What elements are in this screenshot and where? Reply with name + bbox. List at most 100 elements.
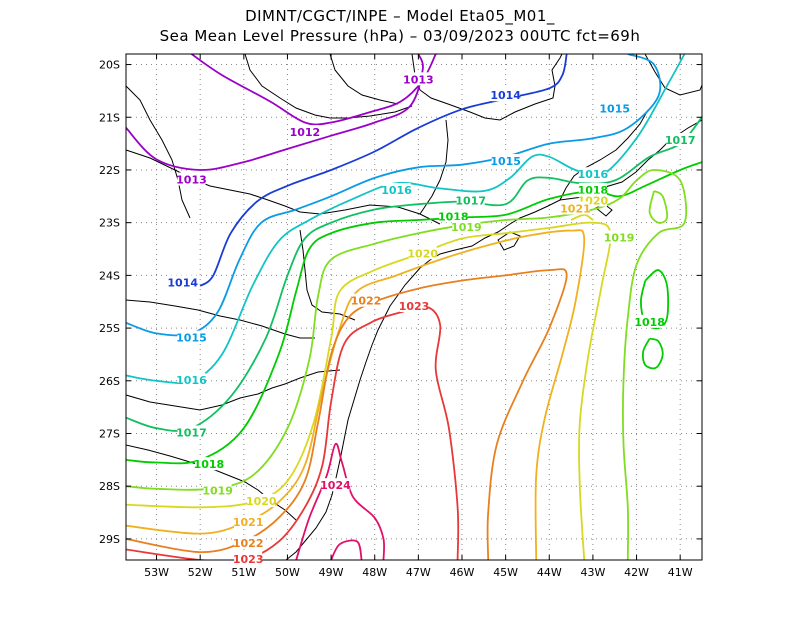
axis-ticks: [126, 54, 702, 560]
isobar-label-1017: 1017: [665, 134, 696, 147]
isobar-label-1016: 1016: [176, 374, 207, 387]
isobar-1018: [126, 161, 702, 465]
state-border-7: [126, 85, 191, 219]
isobar-label-background: [234, 515, 263, 529]
isobar-label-1014: 1014: [490, 89, 521, 102]
isobar-label-1015: 1015: [599, 102, 630, 115]
isobar-1024: [295, 442, 386, 560]
isobar-label-background: [635, 314, 664, 328]
map-title-line-2: Sea Mean Level Pressure (hPa) – 03/09/20…: [159, 27, 641, 45]
isobar-label-background: [400, 299, 428, 312]
lat-tick-label: 20S: [99, 59, 120, 72]
isobar-label-background: [491, 88, 520, 102]
isobar-label-background: [408, 246, 437, 260]
isobar-label-background: [247, 494, 276, 508]
lon-tick-label: 47W: [406, 566, 431, 579]
isobar-label-1022: 1022: [233, 537, 264, 550]
lat-tick-label: 25S: [99, 322, 120, 335]
lat-tick-label: 23S: [99, 217, 120, 230]
isobar-label-background: [578, 167, 607, 181]
isobar-label-1016: 1016: [578, 168, 609, 181]
isobar-label-background: [605, 230, 634, 244]
lon-tick-label: 53W: [144, 566, 169, 579]
isobar-label-background: [600, 101, 629, 115]
isobar-1020: [126, 221, 612, 560]
lon-tick-label: 50W: [275, 566, 300, 579]
isobar-label-1015: 1015: [176, 332, 207, 345]
isobar-label-background: [491, 154, 520, 168]
isobar-label-1015: 1015: [490, 155, 521, 168]
isobar-1024: [330, 539, 363, 560]
isobar-label-background: [578, 183, 607, 197]
state-border-2: [126, 369, 341, 411]
isobar-label-1023: 1023: [233, 553, 264, 566]
lat-tick-label: 28S: [99, 480, 120, 493]
isobar-label-background: [382, 183, 411, 197]
lon-tick-label: 51W: [231, 566, 256, 579]
isobar-label-background: [456, 193, 485, 207]
lon-tick-label: 41W: [668, 566, 693, 579]
isobar-label-1016: 1016: [381, 184, 412, 197]
isobar-1022: [126, 268, 568, 560]
isobar-label-background: [177, 330, 206, 344]
isobar-label-background: [452, 219, 481, 233]
isobar-label-1020: 1020: [407, 247, 438, 260]
isobar-label-background: [203, 483, 232, 497]
isobar-label-1017: 1017: [455, 195, 486, 208]
isobar-label-1018: 1018: [634, 316, 665, 329]
isobar-1018: [641, 337, 664, 370]
isobar-label-1021: 1021: [560, 202, 591, 215]
isobar-contours: [126, 54, 702, 560]
isobar-label-1021: 1021: [233, 516, 264, 529]
isobar-label-background: [561, 201, 590, 215]
isobar-1013: [126, 54, 424, 171]
isobar-1020: [570, 213, 594, 221]
coastline-rio-es: [644, 54, 702, 96]
isobar-label-background: [177, 425, 206, 439]
isobar-label-1013: 1013: [176, 174, 207, 187]
isobar-label-1018: 1018: [194, 458, 225, 471]
lat-tick-label: 21S: [99, 111, 120, 124]
lat-tick-label: 27S: [99, 428, 120, 441]
isobar-label-background: [177, 372, 206, 386]
isobar-label-background: [321, 478, 350, 492]
state-border-10: [126, 299, 315, 339]
isobar-1012: [190, 54, 437, 126]
lon-tick-label: 46W: [450, 566, 475, 579]
lon-tick-label: 42W: [624, 566, 649, 579]
isobar-label-background: [404, 72, 433, 86]
lon-tick-label: 44W: [537, 566, 562, 579]
state-border-5: [244, 54, 413, 119]
isobar-1015: [126, 54, 662, 337]
lon-tick-label: 49W: [319, 566, 344, 579]
isobar-label-background: [352, 293, 380, 307]
isobar-label-background: [666, 132, 695, 146]
isobar-label-background: [177, 172, 206, 186]
isobar-label-background: [234, 536, 263, 550]
isobar-label-background: [234, 552, 263, 565]
isobar-label-1013: 1013: [403, 73, 434, 86]
axis-tick-labels: 53W 52W 51W 50W 49W 48W 47W 46W 45W 44W 43W 42W 41W 2…: [99, 59, 693, 579]
isobar-1014: [199, 54, 568, 287]
isobar-1019: [648, 190, 669, 224]
isobar-label-background: [194, 457, 223, 471]
state-border-8: [419, 119, 449, 215]
isobar-label-1014: 1014: [167, 276, 198, 289]
map-frame-border: [125, 53, 703, 561]
isobar-label-1017: 1017: [176, 427, 207, 440]
state-border-6: [329, 54, 399, 105]
lon-tick-label: 52W: [188, 566, 213, 579]
isobar-label-background: [439, 209, 468, 223]
isobar-label-1024: 1024: [320, 479, 351, 492]
isobar-label-background: [168, 275, 197, 289]
isobar-1019: [126, 169, 688, 560]
lon-tick-label: 43W: [580, 566, 605, 579]
isobar-1021: [126, 229, 586, 560]
lon-tick-label: 48W: [362, 566, 387, 579]
lat-tick-label: 22S: [99, 164, 120, 177]
isobar-label-1019: 1019: [451, 221, 482, 234]
isobar-label-1019: 1019: [202, 484, 233, 497]
isobar-label-1012: 1012: [290, 126, 321, 139]
isobar-1017: [126, 116, 702, 432]
